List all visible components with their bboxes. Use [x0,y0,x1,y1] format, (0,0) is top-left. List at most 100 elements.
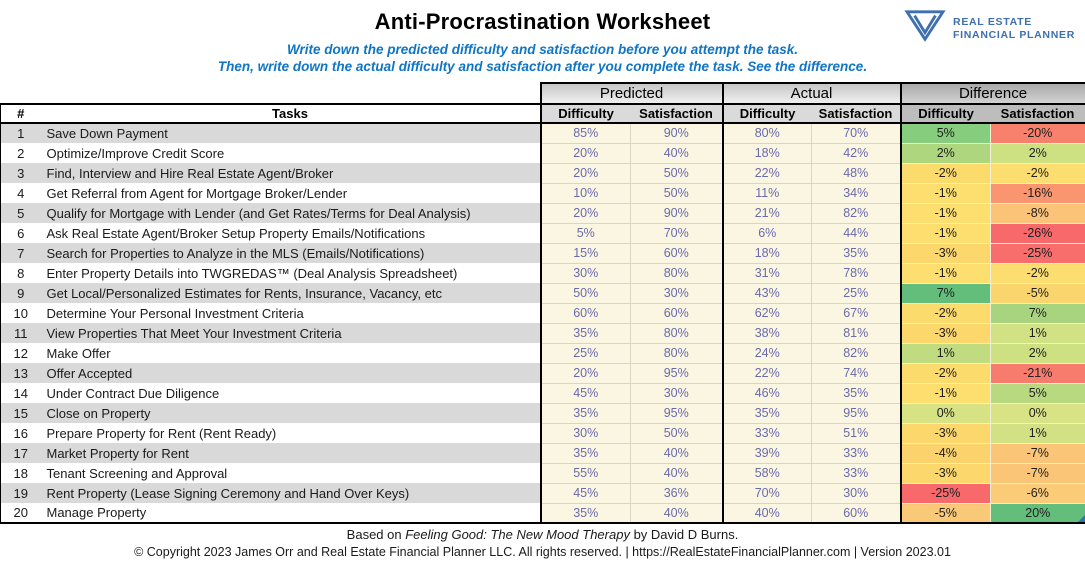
task-cell[interactable]: Rent Property (Lease Signing Ceremony an… [40,483,541,503]
actual-satisfaction-cell[interactable]: 51% [810,422,902,444]
actual-satisfaction-cell[interactable]: 78% [810,262,902,284]
predicted-difficulty-cell[interactable]: 15% [539,242,631,264]
actual-satisfaction-cell[interactable]: 74% [810,362,902,384]
difference-satisfaction-cell[interactable]: 20% [990,502,1085,524]
predicted-difficulty-cell[interactable]: 35% [539,322,631,344]
difference-satisfaction-cell[interactable]: -2% [990,262,1085,284]
predicted-difficulty-cell[interactable]: 35% [539,442,631,464]
predicted-satisfaction-cell[interactable]: 90% [630,202,723,224]
task-cell[interactable]: Qualify for Mortgage with Lender (and Ge… [40,203,541,223]
actual-satisfaction-cell[interactable]: 33% [810,462,902,484]
difference-satisfaction-cell[interactable]: -7% [990,442,1085,464]
difference-difficulty-cell[interactable]: -4% [899,442,992,464]
predicted-difficulty-cell[interactable]: 45% [539,482,631,504]
task-cell[interactable]: Manage Property [40,503,541,524]
difference-satisfaction-cell[interactable]: -25% [990,242,1085,264]
predicted-satisfaction-cell[interactable]: 30% [630,282,723,304]
actual-satisfaction-cell[interactable]: 44% [810,222,902,244]
difference-difficulty-cell[interactable]: -5% [899,502,992,524]
difference-difficulty-cell[interactable]: -3% [899,422,992,444]
difference-difficulty-cell[interactable]: -1% [899,182,992,204]
actual-satisfaction-cell[interactable]: 82% [810,342,902,364]
predicted-satisfaction-cell[interactable]: 50% [630,162,723,184]
predicted-difficulty-cell[interactable]: 5% [539,222,631,244]
task-cell[interactable]: Tenant Screening and Approval [40,463,541,483]
difference-satisfaction-cell[interactable]: 0% [990,402,1085,424]
task-cell[interactable]: Find, Interview and Hire Real Estate Age… [40,163,541,183]
difference-satisfaction-cell[interactable]: -26% [990,222,1085,244]
actual-satisfaction-cell[interactable]: 48% [810,162,902,184]
difference-satisfaction-cell[interactable]: 1% [990,422,1085,444]
actual-difficulty-cell[interactable]: 22% [721,362,812,384]
predicted-difficulty-cell[interactable]: 35% [539,402,631,424]
difference-difficulty-cell[interactable]: -3% [899,462,992,484]
actual-difficulty-cell[interactable]: 46% [721,382,812,404]
task-cell[interactable]: Make Offer [40,343,541,363]
actual-difficulty-cell[interactable]: 40% [721,502,812,524]
task-cell[interactable]: Search for Properties to Analyze in the … [40,243,541,263]
predicted-satisfaction-cell[interactable]: 30% [630,382,723,404]
predicted-difficulty-cell[interactable]: 20% [539,142,631,164]
difference-difficulty-cell[interactable]: 2% [899,142,992,164]
actual-difficulty-cell[interactable]: 70% [721,482,812,504]
actual-difficulty-cell[interactable]: 39% [721,442,812,464]
predicted-satisfaction-cell[interactable]: 50% [630,182,723,204]
task-cell[interactable]: Get Referral from Agent for Mortgage Bro… [40,183,541,203]
predicted-satisfaction-cell[interactable]: 95% [630,362,723,384]
actual-satisfaction-cell[interactable]: 60% [810,502,902,524]
difference-satisfaction-cell[interactable]: 7% [990,302,1085,324]
difference-difficulty-cell[interactable]: -1% [899,222,992,244]
predicted-satisfaction-cell[interactable]: 80% [630,342,723,364]
difference-difficulty-cell[interactable]: -25% [899,482,992,504]
predicted-difficulty-cell[interactable]: 25% [539,342,631,364]
actual-difficulty-cell[interactable]: 18% [721,142,812,164]
predicted-satisfaction-cell[interactable]: 80% [630,322,723,344]
actual-difficulty-cell[interactable]: 35% [721,402,812,424]
difference-satisfaction-cell[interactable]: -2% [990,162,1085,184]
actual-difficulty-cell[interactable]: 38% [721,322,812,344]
actual-satisfaction-cell[interactable]: 25% [810,282,902,304]
actual-difficulty-cell[interactable]: 11% [721,182,812,204]
difference-satisfaction-cell[interactable]: -20% [990,122,1085,144]
difference-satisfaction-cell[interactable]: 2% [990,342,1085,364]
difference-satisfaction-cell[interactable]: 2% [990,142,1085,164]
difference-satisfaction-cell[interactable]: -21% [990,362,1085,384]
actual-satisfaction-cell[interactable]: 70% [810,122,902,144]
predicted-difficulty-cell[interactable]: 85% [539,122,631,144]
task-cell[interactable]: Market Property for Rent [40,443,541,463]
difference-difficulty-cell[interactable]: -1% [899,262,992,284]
predicted-difficulty-cell[interactable]: 30% [539,262,631,284]
difference-satisfaction-cell[interactable]: 1% [990,322,1085,344]
task-cell[interactable]: Close on Property [40,403,541,423]
actual-difficulty-cell[interactable]: 18% [721,242,812,264]
predicted-satisfaction-cell[interactable]: 80% [630,262,723,284]
predicted-satisfaction-cell[interactable]: 95% [630,402,723,424]
actual-satisfaction-cell[interactable]: 34% [810,182,902,204]
predicted-difficulty-cell[interactable]: 20% [539,362,631,384]
predicted-difficulty-cell[interactable]: 45% [539,382,631,404]
difference-satisfaction-cell[interactable]: 5% [990,382,1085,404]
predicted-satisfaction-cell[interactable]: 50% [630,422,723,444]
predicted-difficulty-cell[interactable]: 20% [539,202,631,224]
actual-difficulty-cell[interactable]: 22% [721,162,812,184]
task-cell[interactable]: Under Contract Due Diligence [40,383,541,403]
task-cell[interactable]: Save Down Payment [40,123,541,143]
task-cell[interactable]: View Properties That Meet Your Investmen… [40,323,541,343]
task-cell[interactable]: Enter Property Details into TWGREDAS™ (D… [40,263,541,283]
difference-difficulty-cell[interactable]: -3% [899,322,992,344]
task-cell[interactable]: Prepare Property for Rent (Rent Ready) [40,423,541,443]
predicted-difficulty-cell[interactable]: 50% [539,282,631,304]
predicted-satisfaction-cell[interactable]: 60% [630,242,723,264]
predicted-satisfaction-cell[interactable]: 60% [630,302,723,324]
actual-difficulty-cell[interactable]: 58% [721,462,812,484]
difference-difficulty-cell[interactable]: -3% [899,242,992,264]
actual-difficulty-cell[interactable]: 31% [721,262,812,284]
actual-difficulty-cell[interactable]: 43% [721,282,812,304]
actual-satisfaction-cell[interactable]: 35% [810,242,902,264]
difference-difficulty-cell[interactable]: -2% [899,302,992,324]
difference-difficulty-cell[interactable]: -1% [899,202,992,224]
difference-difficulty-cell[interactable]: -2% [899,162,992,184]
predicted-difficulty-cell[interactable]: 60% [539,302,631,324]
task-cell[interactable]: Optimize/Improve Credit Score [40,143,541,163]
actual-difficulty-cell[interactable]: 24% [721,342,812,364]
